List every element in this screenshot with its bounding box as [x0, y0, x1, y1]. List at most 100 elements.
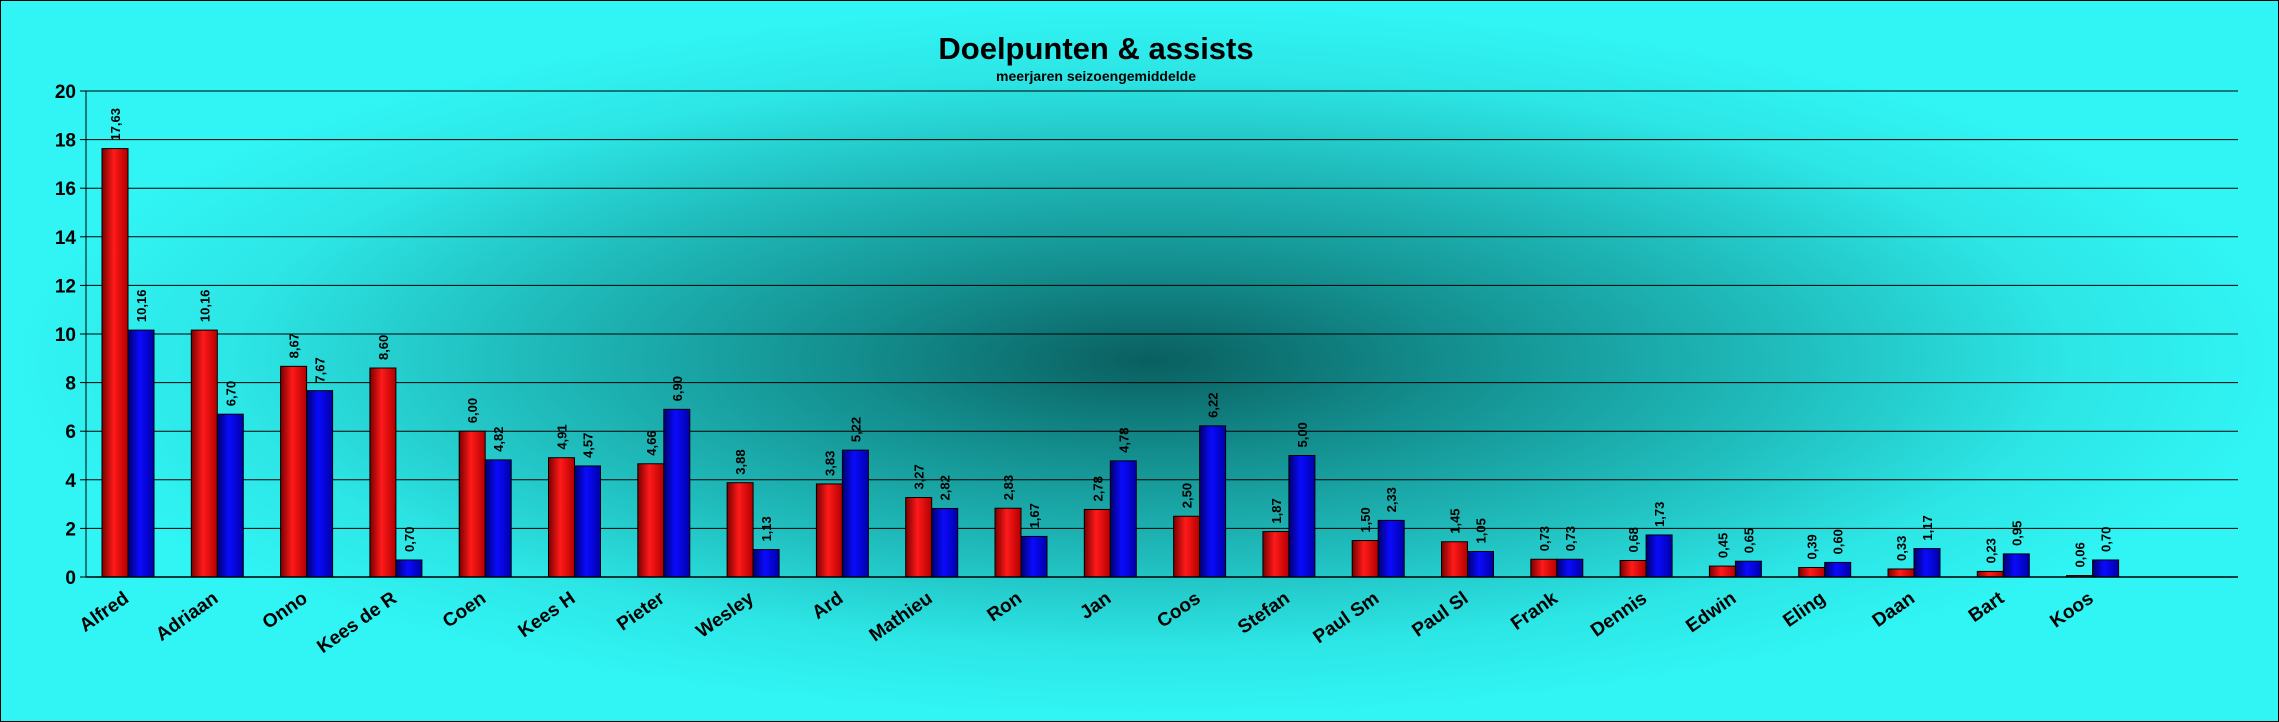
x-tick-label: Alfred	[76, 588, 133, 637]
data-label: 1,67	[1027, 503, 1042, 528]
data-label: 3,27	[912, 464, 927, 489]
bar-red-14	[1351, 540, 1379, 578]
data-label: 8,67	[287, 333, 302, 358]
bar-red-9	[905, 497, 933, 578]
data-label: 4,82	[491, 427, 506, 452]
data-label: 10,16	[134, 290, 149, 323]
bar-blue-20	[1913, 548, 1941, 578]
bar-red-17	[1619, 559, 1647, 578]
bar-red-5	[548, 457, 575, 578]
data-label: 1,45	[1448, 508, 1463, 533]
x-tick-label: Ard	[808, 588, 847, 624]
bar-blue-8	[841, 449, 869, 578]
data-label: 7,67	[313, 357, 328, 382]
data-label: 2,83	[1001, 475, 1016, 500]
bar-red-2	[280, 365, 308, 578]
x-tick-label: Pieter	[613, 588, 669, 636]
y-tick-label: 10	[55, 325, 76, 346]
bar-blue-5	[574, 465, 601, 578]
x-tick-label: Stefan	[1234, 588, 1294, 639]
x-tick-label: Frank	[1507, 588, 1562, 635]
data-label: 4,78	[1116, 428, 1131, 453]
bar-red-16	[1530, 558, 1558, 578]
y-tick-label: 2	[65, 519, 76, 540]
data-label: 1,05	[1474, 518, 1489, 543]
data-label: 8,60	[376, 335, 391, 360]
data-label: 10,16	[197, 290, 212, 323]
data-label: 0,06	[2073, 542, 2088, 567]
bar-red-8	[815, 483, 843, 578]
x-tick-label: Coen	[439, 588, 490, 632]
bar-blue-19	[1824, 561, 1852, 578]
x-tick-label: Kees de R	[313, 588, 401, 658]
x-tick-label: Mathieu	[866, 588, 937, 646]
bar-blue-22	[2092, 559, 2120, 578]
bar-red-15	[1441, 541, 1468, 578]
bar-red-21	[1976, 570, 2004, 578]
data-label: 0,95	[2009, 521, 2024, 546]
data-label: 3,88	[733, 449, 748, 474]
data-label: 0,33	[1894, 536, 1909, 561]
x-tick-label: Jan	[1076, 588, 1115, 624]
data-label: 0,70	[402, 527, 417, 552]
bar-red-4	[458, 430, 486, 578]
gridlines	[86, 90, 2238, 578]
data-label: 4,57	[581, 433, 596, 458]
y-tick-label: 16	[55, 179, 76, 200]
bar-red-18	[1708, 565, 1736, 578]
x-tick-label: Edwin	[1682, 588, 1740, 637]
bar-blue-10	[1020, 535, 1048, 578]
data-label: 6,70	[223, 381, 238, 406]
data-label: 6,22	[1206, 393, 1221, 418]
bar-red-1	[190, 329, 218, 578]
data-label: 4,91	[555, 424, 570, 449]
y-tick-label: 0	[65, 568, 76, 589]
y-tick-label: 4	[65, 471, 76, 492]
x-tick-label: Paul Sm	[1310, 588, 1383, 648]
data-label: 2,78	[1090, 476, 1105, 501]
bar-blue-2	[306, 390, 334, 578]
data-label: 1,17	[1920, 515, 1935, 540]
bar-red-19	[1798, 567, 1826, 578]
bar-blue-16	[1556, 558, 1584, 578]
y-tick-label: 14	[55, 228, 77, 249]
bar-red-0	[101, 148, 129, 578]
chart-title: Doelpunten & assists	[938, 31, 1253, 66]
x-tick-label: Daan	[1869, 588, 1919, 632]
x-axis: Alfred Adriaan Onno Kees de R Coen Kees H Piet…	[76, 576, 2238, 658]
bar-red-20	[1887, 568, 1915, 578]
y-tick-label: 8	[65, 374, 76, 395]
data-label: 0,39	[1805, 534, 1820, 559]
bar-red-11	[1083, 508, 1111, 578]
data-label: 1,13	[759, 516, 774, 541]
x-tick-label: Adriaan	[152, 588, 222, 646]
x-tick-label: Coos	[1154, 588, 1205, 632]
x-tick-label: Eling	[1779, 588, 1829, 632]
x-tick-label: Ron	[984, 588, 1026, 626]
data-label: 5,00	[1295, 422, 1310, 447]
y-tick-label: 18	[55, 131, 76, 152]
x-tick-label: Paul Sl	[1408, 588, 1472, 642]
bar-red-10	[994, 507, 1022, 578]
bar-blue-11	[1109, 460, 1137, 578]
data-label: 0,73	[1537, 526, 1552, 551]
bar-blue-18	[1734, 560, 1762, 578]
bars	[101, 148, 2120, 578]
x-tick-label: Bart	[1965, 588, 2009, 627]
data-label: 4,66	[644, 430, 659, 455]
bar-blue-0	[127, 329, 155, 578]
data-label: 1,50	[1358, 507, 1373, 532]
x-tick-label: Onno	[259, 588, 312, 634]
bar-blue-21	[2002, 553, 2030, 578]
bar-blue-3	[395, 559, 423, 578]
bar-red-3	[369, 367, 397, 578]
bar-red-6	[637, 463, 665, 578]
data-label: 0,45	[1715, 533, 1730, 558]
bar-blue-6	[663, 408, 691, 578]
x-tick-label: Dennis	[1587, 588, 1651, 642]
data-label: 2,82	[938, 475, 953, 500]
data-label: 5,22	[848, 417, 863, 442]
data-label: 0,70	[2099, 527, 2114, 552]
